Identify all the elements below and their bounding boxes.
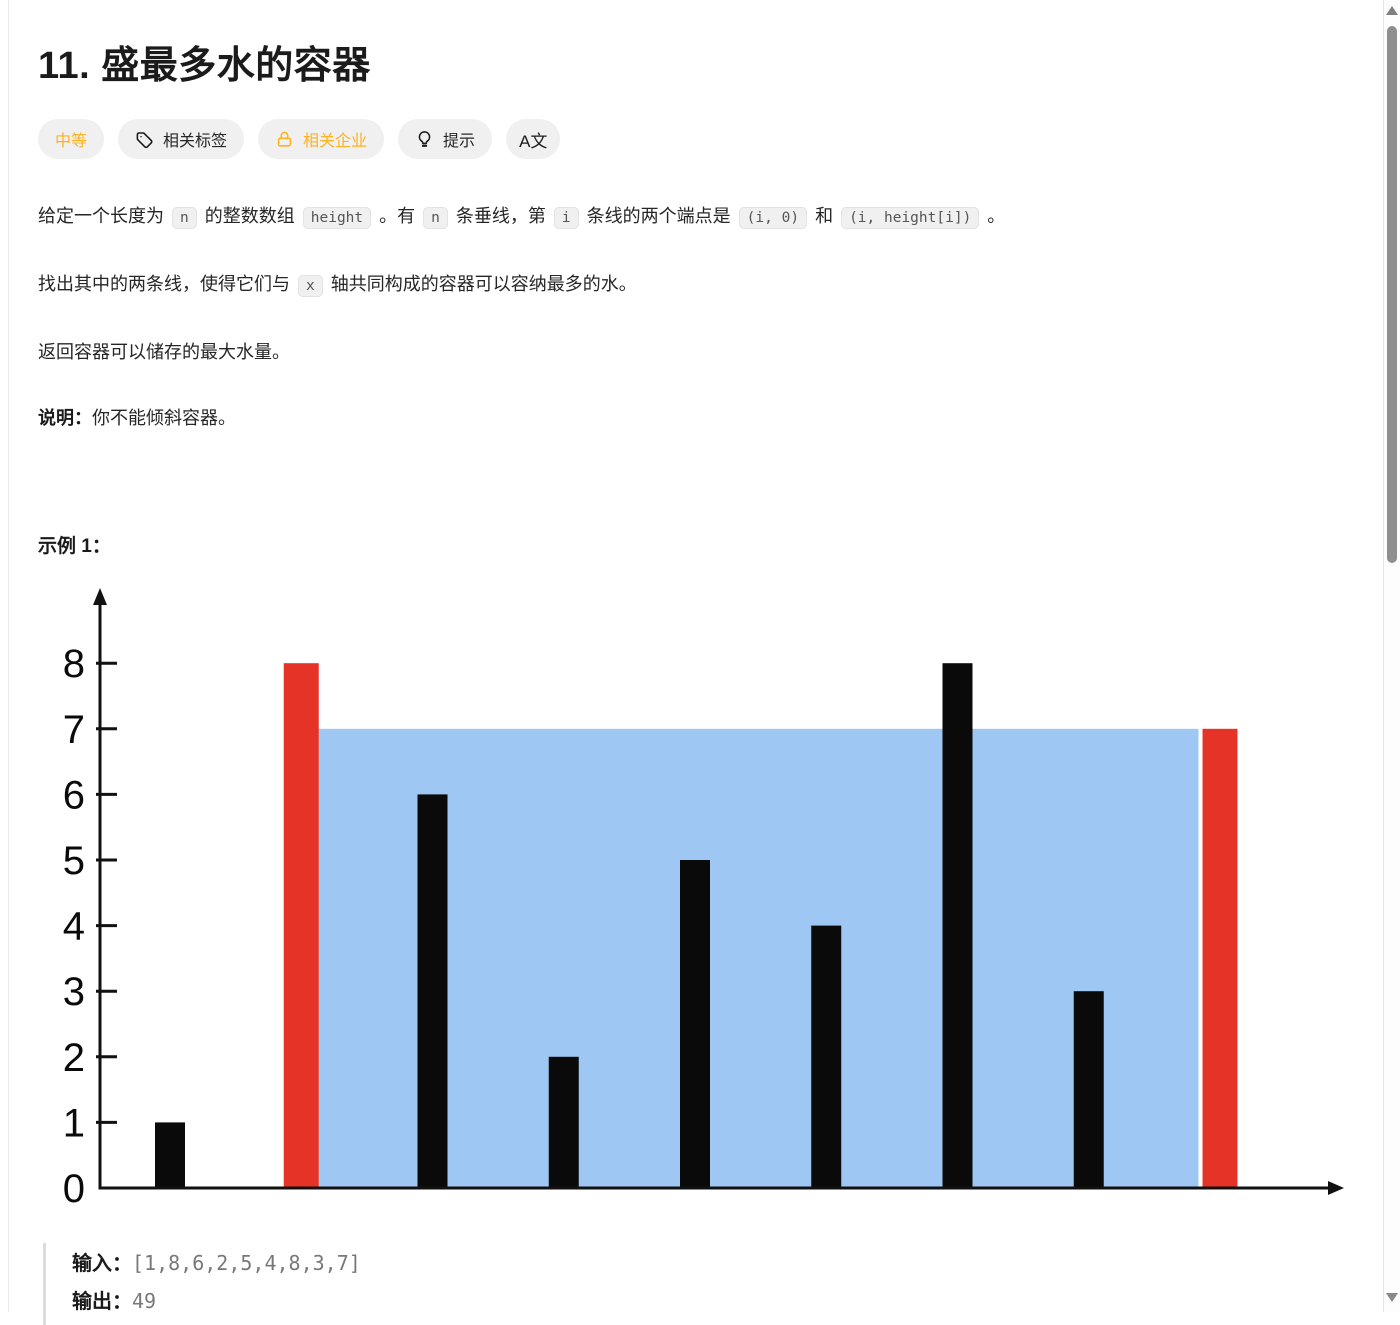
container-water-chart: 0 1 2 3 4 5 6 7 8 xyxy=(63,588,1344,1211)
lock-icon xyxy=(275,130,294,149)
output-value: 49 xyxy=(132,1289,157,1313)
svg-text:7: 7 xyxy=(63,708,85,752)
svg-text:1: 1 xyxy=(63,1101,85,1145)
svg-text:8: 8 xyxy=(63,642,85,686)
problem-statement: 给定一个长度为 n 的整数数组 height 。有 n 条垂线，第 i 条线的两… xyxy=(38,197,1363,437)
scrollbar-up-arrow-icon[interactable] xyxy=(1386,6,1398,15)
statement-paragraph: 说明：你不能倾斜容器。 xyxy=(38,408,236,428)
inline-code: x xyxy=(298,275,323,297)
example-input-line: 输入：[1,8,6,2,5,4,8,3,7] xyxy=(72,1245,1363,1283)
inline-code: n xyxy=(172,207,197,229)
svg-text:4: 4 xyxy=(63,905,85,949)
output-label: 输出： xyxy=(72,1291,132,1313)
bold-text: 说明： xyxy=(38,408,92,428)
example-heading: 示例 1： xyxy=(38,536,111,557)
translate-icon: A文 xyxy=(519,131,548,151)
scrollbar-down-arrow-icon[interactable] xyxy=(1386,1293,1398,1302)
problem-title: 11. 盛最多水的容器 xyxy=(38,45,371,87)
svg-text:5: 5 xyxy=(63,839,85,883)
problem-description-panel: 11. 盛最多水的容器 中等 相关标签 相关企业 xyxy=(9,0,1383,1325)
related-companies-button[interactable]: 相关企业 xyxy=(258,119,385,159)
example-figure: 0 1 2 3 4 5 6 7 8 xyxy=(45,580,1363,1225)
example-output-line: 输出：49 xyxy=(72,1283,1363,1321)
inline-code: height xyxy=(302,207,372,229)
input-label: 输入： xyxy=(72,1253,132,1275)
statement-paragraph: 给定一个长度为 n 的整数数组 height 。有 n 条垂线，第 i 条线的两… xyxy=(38,197,1363,237)
related-tags-label: 相关标签 xyxy=(163,133,228,150)
svg-text:3: 3 xyxy=(63,970,85,1014)
inline-code: n xyxy=(423,207,448,229)
difficulty-label: 中等 xyxy=(55,133,88,150)
tag-icon xyxy=(135,130,154,149)
related-tags-button[interactable]: 相关标签 xyxy=(118,119,245,159)
lightbulb-icon xyxy=(415,130,434,149)
input-value: [1,8,6,2,5,4,8,3,7] xyxy=(132,1251,361,1275)
translate-button[interactable]: A文 xyxy=(506,119,561,159)
inline-code: (i, 0) xyxy=(738,207,808,229)
inline-code: i xyxy=(553,207,579,229)
related-companies-label: 相关企业 xyxy=(303,133,368,150)
panel-divider xyxy=(8,0,9,1312)
difficulty-badge[interactable]: 中等 xyxy=(38,119,105,159)
hint-button[interactable]: 提示 xyxy=(398,119,493,159)
svg-text:0: 0 xyxy=(63,1167,85,1211)
toolbar: 中等 相关标签 相关企业 xyxy=(38,119,1363,159)
inline-code: (i, height[i]) xyxy=(841,207,980,229)
svg-text:2: 2 xyxy=(63,1036,85,1080)
statement-paragraph: 返回容器可以储存的最大水量。 xyxy=(38,342,290,362)
svg-text:6: 6 xyxy=(63,773,85,817)
example-io-block: 输入：[1,8,6,2,5,4,8,3,7] 输出：49 xyxy=(43,1243,1363,1325)
vertical-scrollbar[interactable] xyxy=(1383,0,1400,1312)
statement-paragraph: 找出其中的两条线，使得它们与 x 轴共同构成的容器可以容纳最多的水。 xyxy=(38,265,1363,305)
scrollbar-thumb[interactable] xyxy=(1387,26,1397,563)
hint-label: 提示 xyxy=(443,133,476,150)
